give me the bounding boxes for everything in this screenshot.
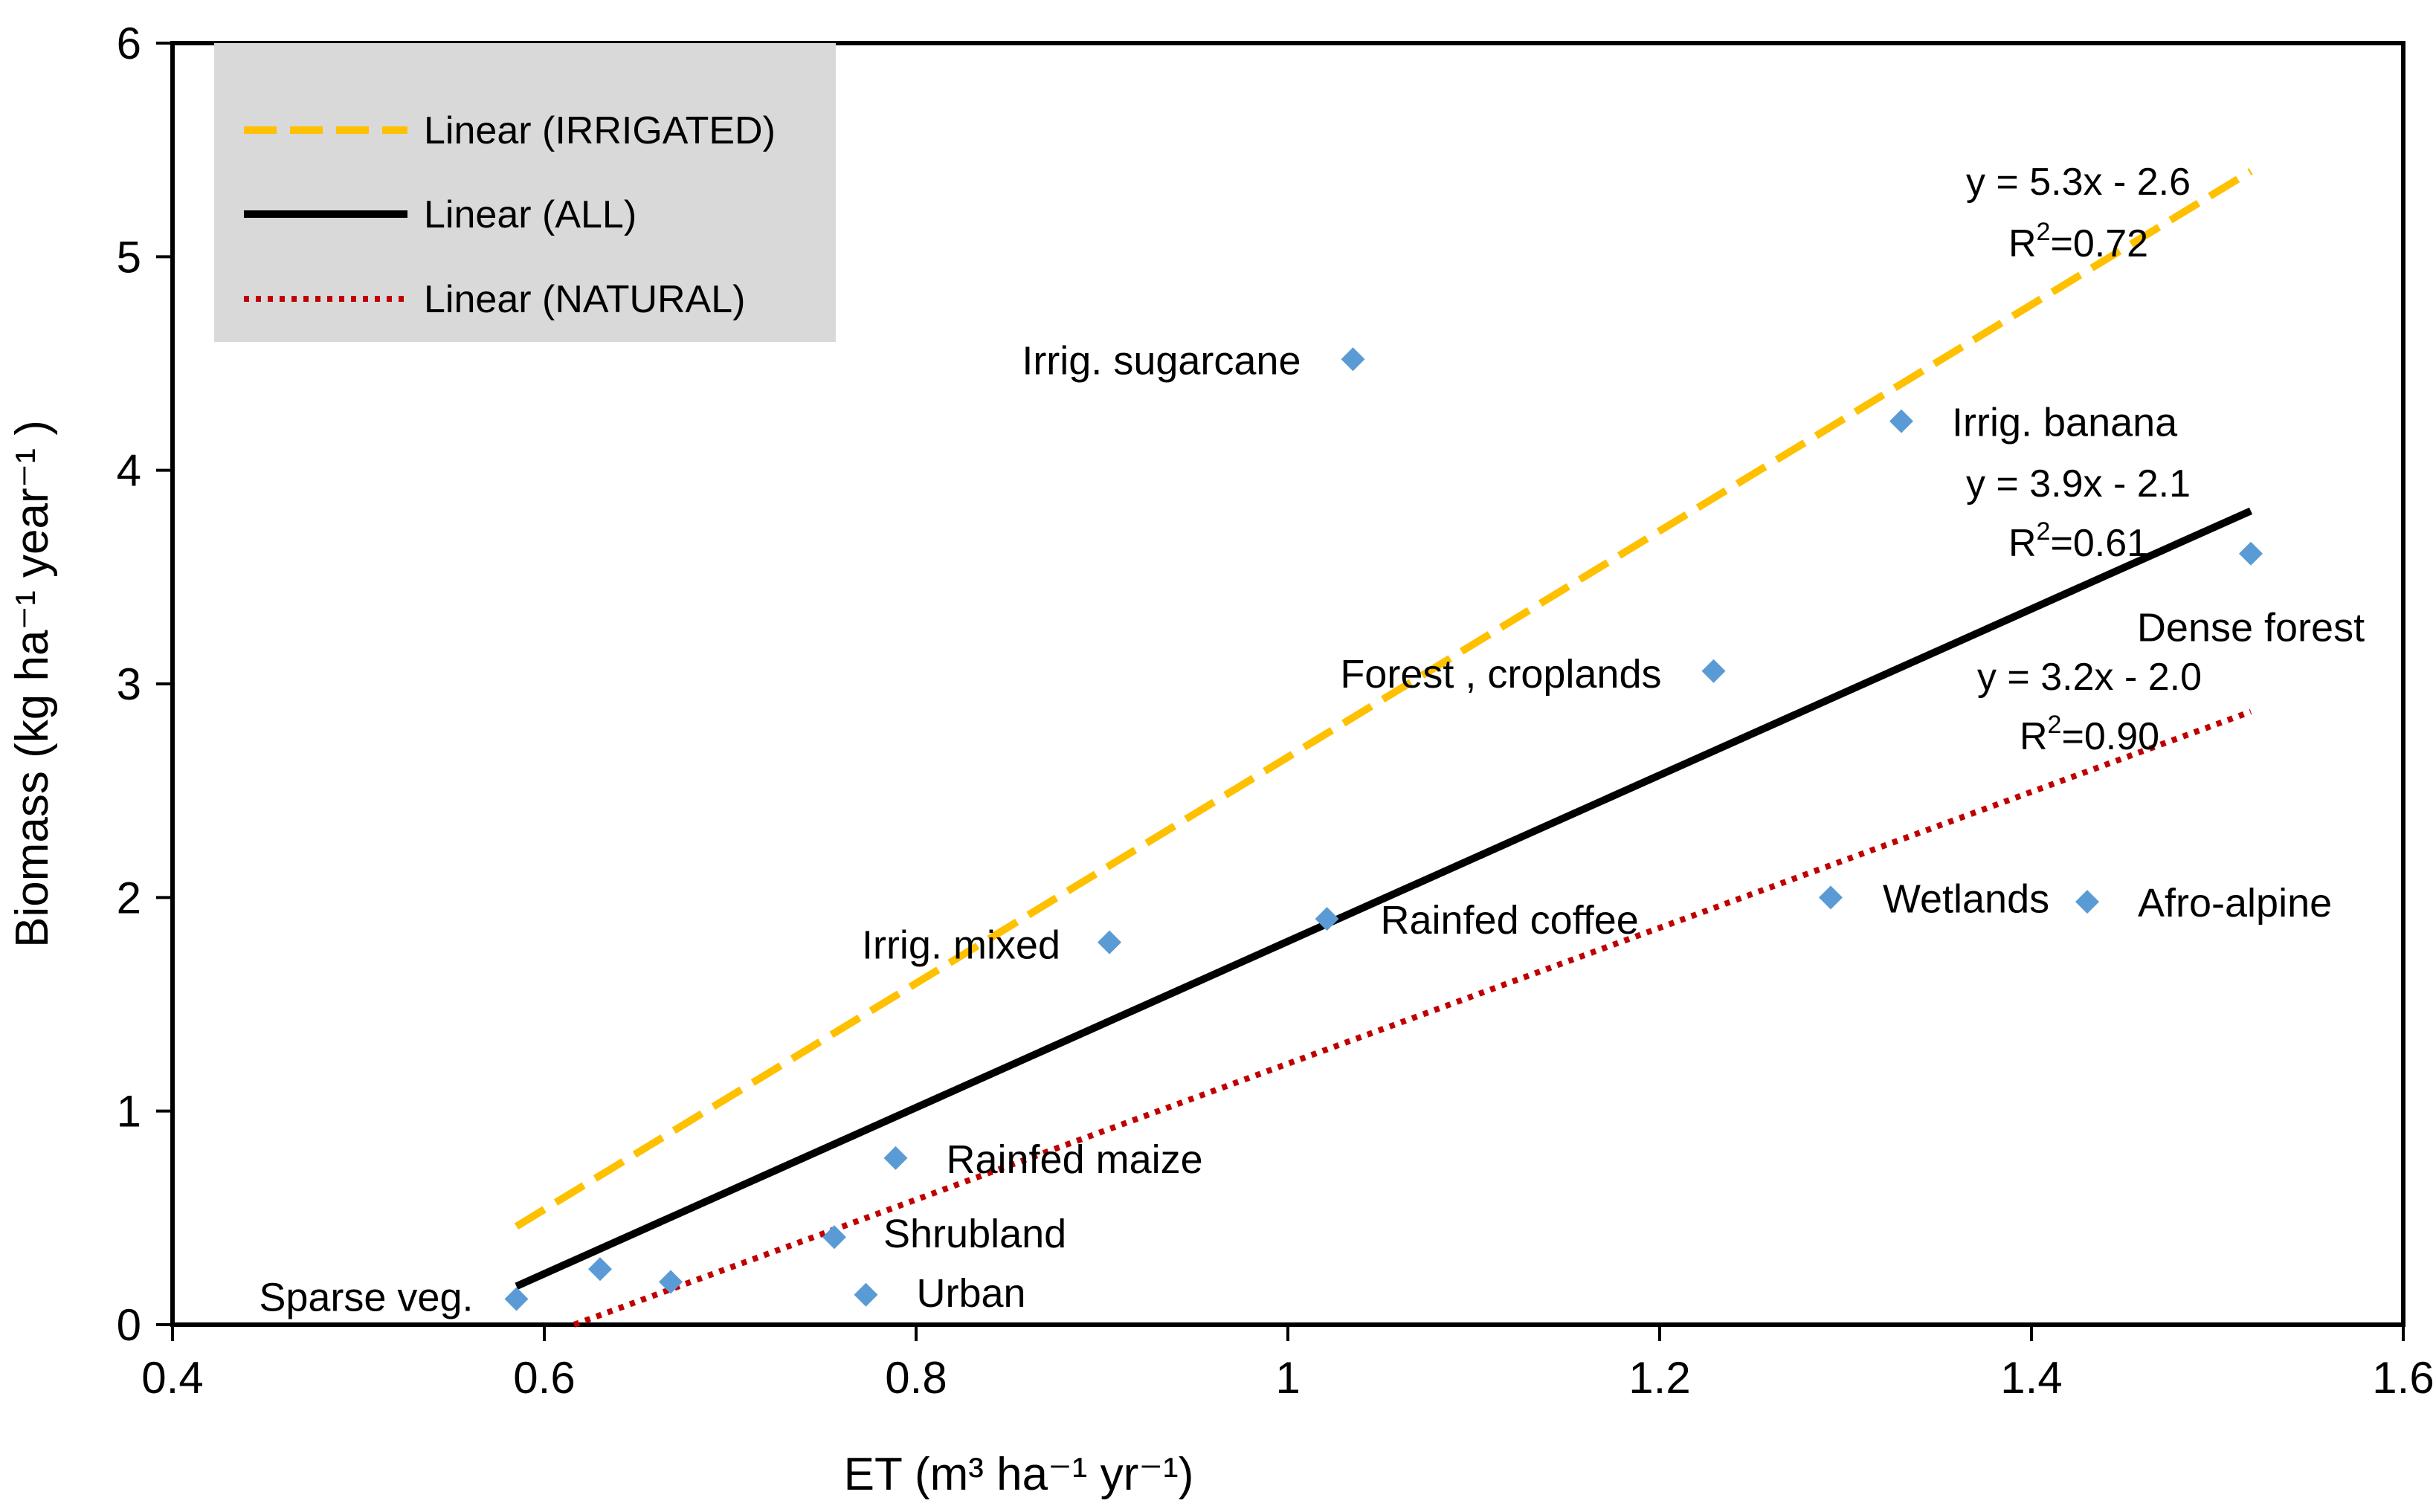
point-label: Wetlands: [1883, 876, 2049, 921]
x-axis-title: ET (m³ ha⁻¹ yr⁻¹): [844, 1449, 1194, 1500]
trendline-equation: y = 3.2x - 2.0: [1977, 656, 2202, 699]
data-point: [2075, 890, 2099, 914]
data-point: [1889, 409, 1913, 433]
y-tick-label: 0: [117, 1300, 141, 1350]
y-axis-title: Biomass (kg ha⁻¹ year⁻¹ ): [7, 420, 58, 948]
x-tick-label: 1.2: [1628, 1353, 1690, 1403]
trendline-equation: y = 5.3x - 2.6: [1966, 161, 2191, 204]
data-point: [1315, 907, 1339, 931]
trendlines: [514, 168, 2253, 1328]
point-label: Sparse veg.: [259, 1276, 473, 1320]
legend-box: [214, 43, 836, 342]
y-tick-label: 5: [117, 232, 141, 282]
data-point: [659, 1270, 683, 1294]
trendline-linear-natural: [573, 708, 2252, 1328]
data-point: [2239, 541, 2263, 566]
trendline-r-squared: R2=0.90: [2020, 711, 2159, 758]
y-tick-label: 3: [117, 659, 141, 709]
data-point: [1701, 659, 1726, 683]
x-tick-label: 1: [1275, 1353, 1300, 1403]
x-tick-label: 0.6: [513, 1353, 575, 1403]
point-label: Irrig. mixed: [862, 923, 1060, 968]
data-point: [1819, 885, 1843, 910]
x-axis: 0.4 0.6 0.8 1 1.2 1.4 1.6: [141, 1325, 2433, 1403]
data-point: [1341, 347, 1365, 372]
trendline-r-squared: R2=0.61: [2008, 517, 2148, 565]
trendline-linear-all: [515, 507, 2253, 1290]
x-tick-label: 0.4: [141, 1353, 203, 1403]
x-tick-label: 0.8: [885, 1353, 947, 1403]
point-label: Shrubland: [883, 1212, 1066, 1256]
x-tick-label: 1.4: [2000, 1353, 2062, 1403]
trendline-r-squared: R2=0.72: [2008, 218, 2148, 265]
y-tick-label: 2: [117, 873, 141, 923]
data-point: [822, 1225, 846, 1250]
data-point: [1098, 930, 1121, 954]
trendline-equations: y = 5.3x - 2.6 R2=0.72 y = 3.9x - 2.1 R2=0.…: [1966, 161, 2202, 758]
point-label: Irrig. banana: [1952, 401, 2178, 445]
y-tick-label: 1: [117, 1087, 141, 1137]
data-point: [883, 1146, 908, 1170]
point-label: Irrig. sugarcane: [1022, 338, 1301, 383]
y-axis: 0 1 2 3 4 5 6: [117, 19, 173, 1350]
point-label: Rainfed maize: [947, 1137, 1203, 1182]
point-labels: Sparse veg. Shrubland Urban Rainfed maize Ir…: [259, 338, 2365, 1319]
legend-label-all: Linear (ALL): [424, 193, 637, 236]
data-points: [504, 347, 2263, 1311]
point-label: Urban: [917, 1271, 1026, 1316]
y-tick-label: 6: [117, 19, 141, 68]
point-label: Rainfed coffee: [1381, 898, 1639, 943]
point-label: Forest , croplands: [1340, 652, 1661, 697]
y-tick-label: 4: [117, 446, 141, 496]
legend: Linear (IRRIGATED) Linear (ALL) Linear (…: [214, 43, 836, 342]
data-point: [504, 1287, 529, 1311]
trendline-linear-irrigated: [514, 168, 2253, 1230]
data-point: [588, 1257, 612, 1282]
point-label: Afro-alpine: [2138, 881, 2332, 925]
legend-label-irrigated: Linear (IRRIGATED): [424, 109, 776, 152]
trendline-equation: y = 3.9x - 2.1: [1966, 462, 2191, 505]
x-tick-label: 1.6: [2372, 1353, 2433, 1403]
point-label: Dense forest: [2137, 606, 2365, 650]
data-point: [854, 1282, 878, 1307]
legend-label-natural: Linear (NATURAL): [424, 278, 745, 321]
